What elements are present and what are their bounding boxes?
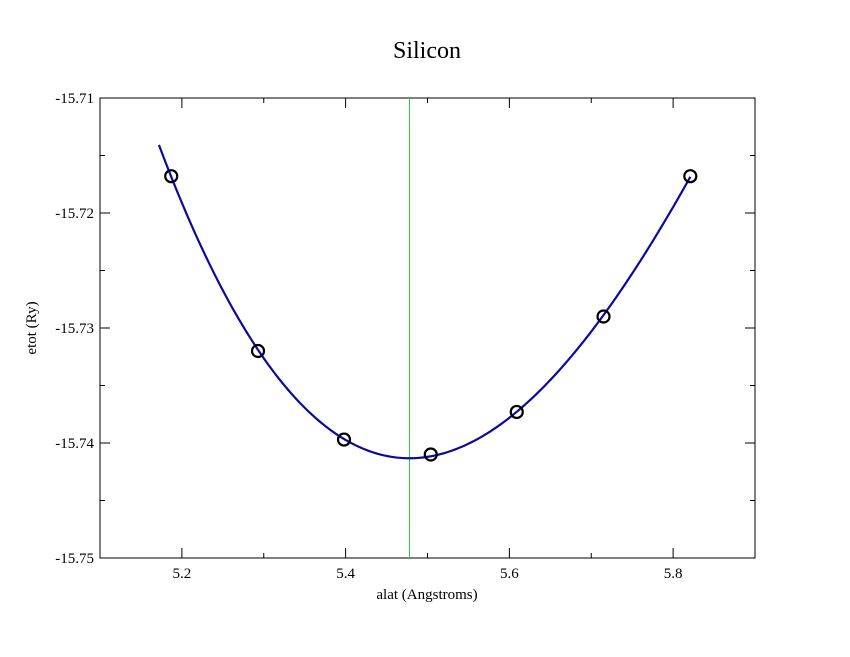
x-tick-label: 5.2 [173,566,192,582]
y-tick-label: -15.74 [55,436,94,452]
y-tick-label: -15.75 [55,551,94,567]
y-axis-ticks: -15.75 -15.74 -15.73 -15.72 -15.71 [55,91,755,567]
data-point [683,169,698,184]
chart-title: Silicon [393,38,461,64]
plot-frame [99,97,756,559]
data-points [164,169,698,462]
x-tick-label: 5.4 [336,566,355,582]
x-axis-ticks: 5.2 5.4 5.6 5.8 [173,98,683,582]
x-tick-label: 5.8 [664,566,683,582]
x-tick-label: 5.6 [500,566,519,582]
data-point [423,447,438,462]
x-axis-label: alat (Angstroms) [376,587,477,603]
data-point [250,343,266,359]
data-point [164,169,179,184]
y-tick-label: -15.73 [55,321,94,337]
y-tick-label: -15.72 [55,206,94,222]
data-point [596,309,611,324]
y-tick-label: -15.71 [55,91,94,107]
fit-curve [157,144,692,460]
data-point [336,432,352,447]
data-point [509,404,524,420]
y-axis-label: etot (Ry) [24,301,40,354]
